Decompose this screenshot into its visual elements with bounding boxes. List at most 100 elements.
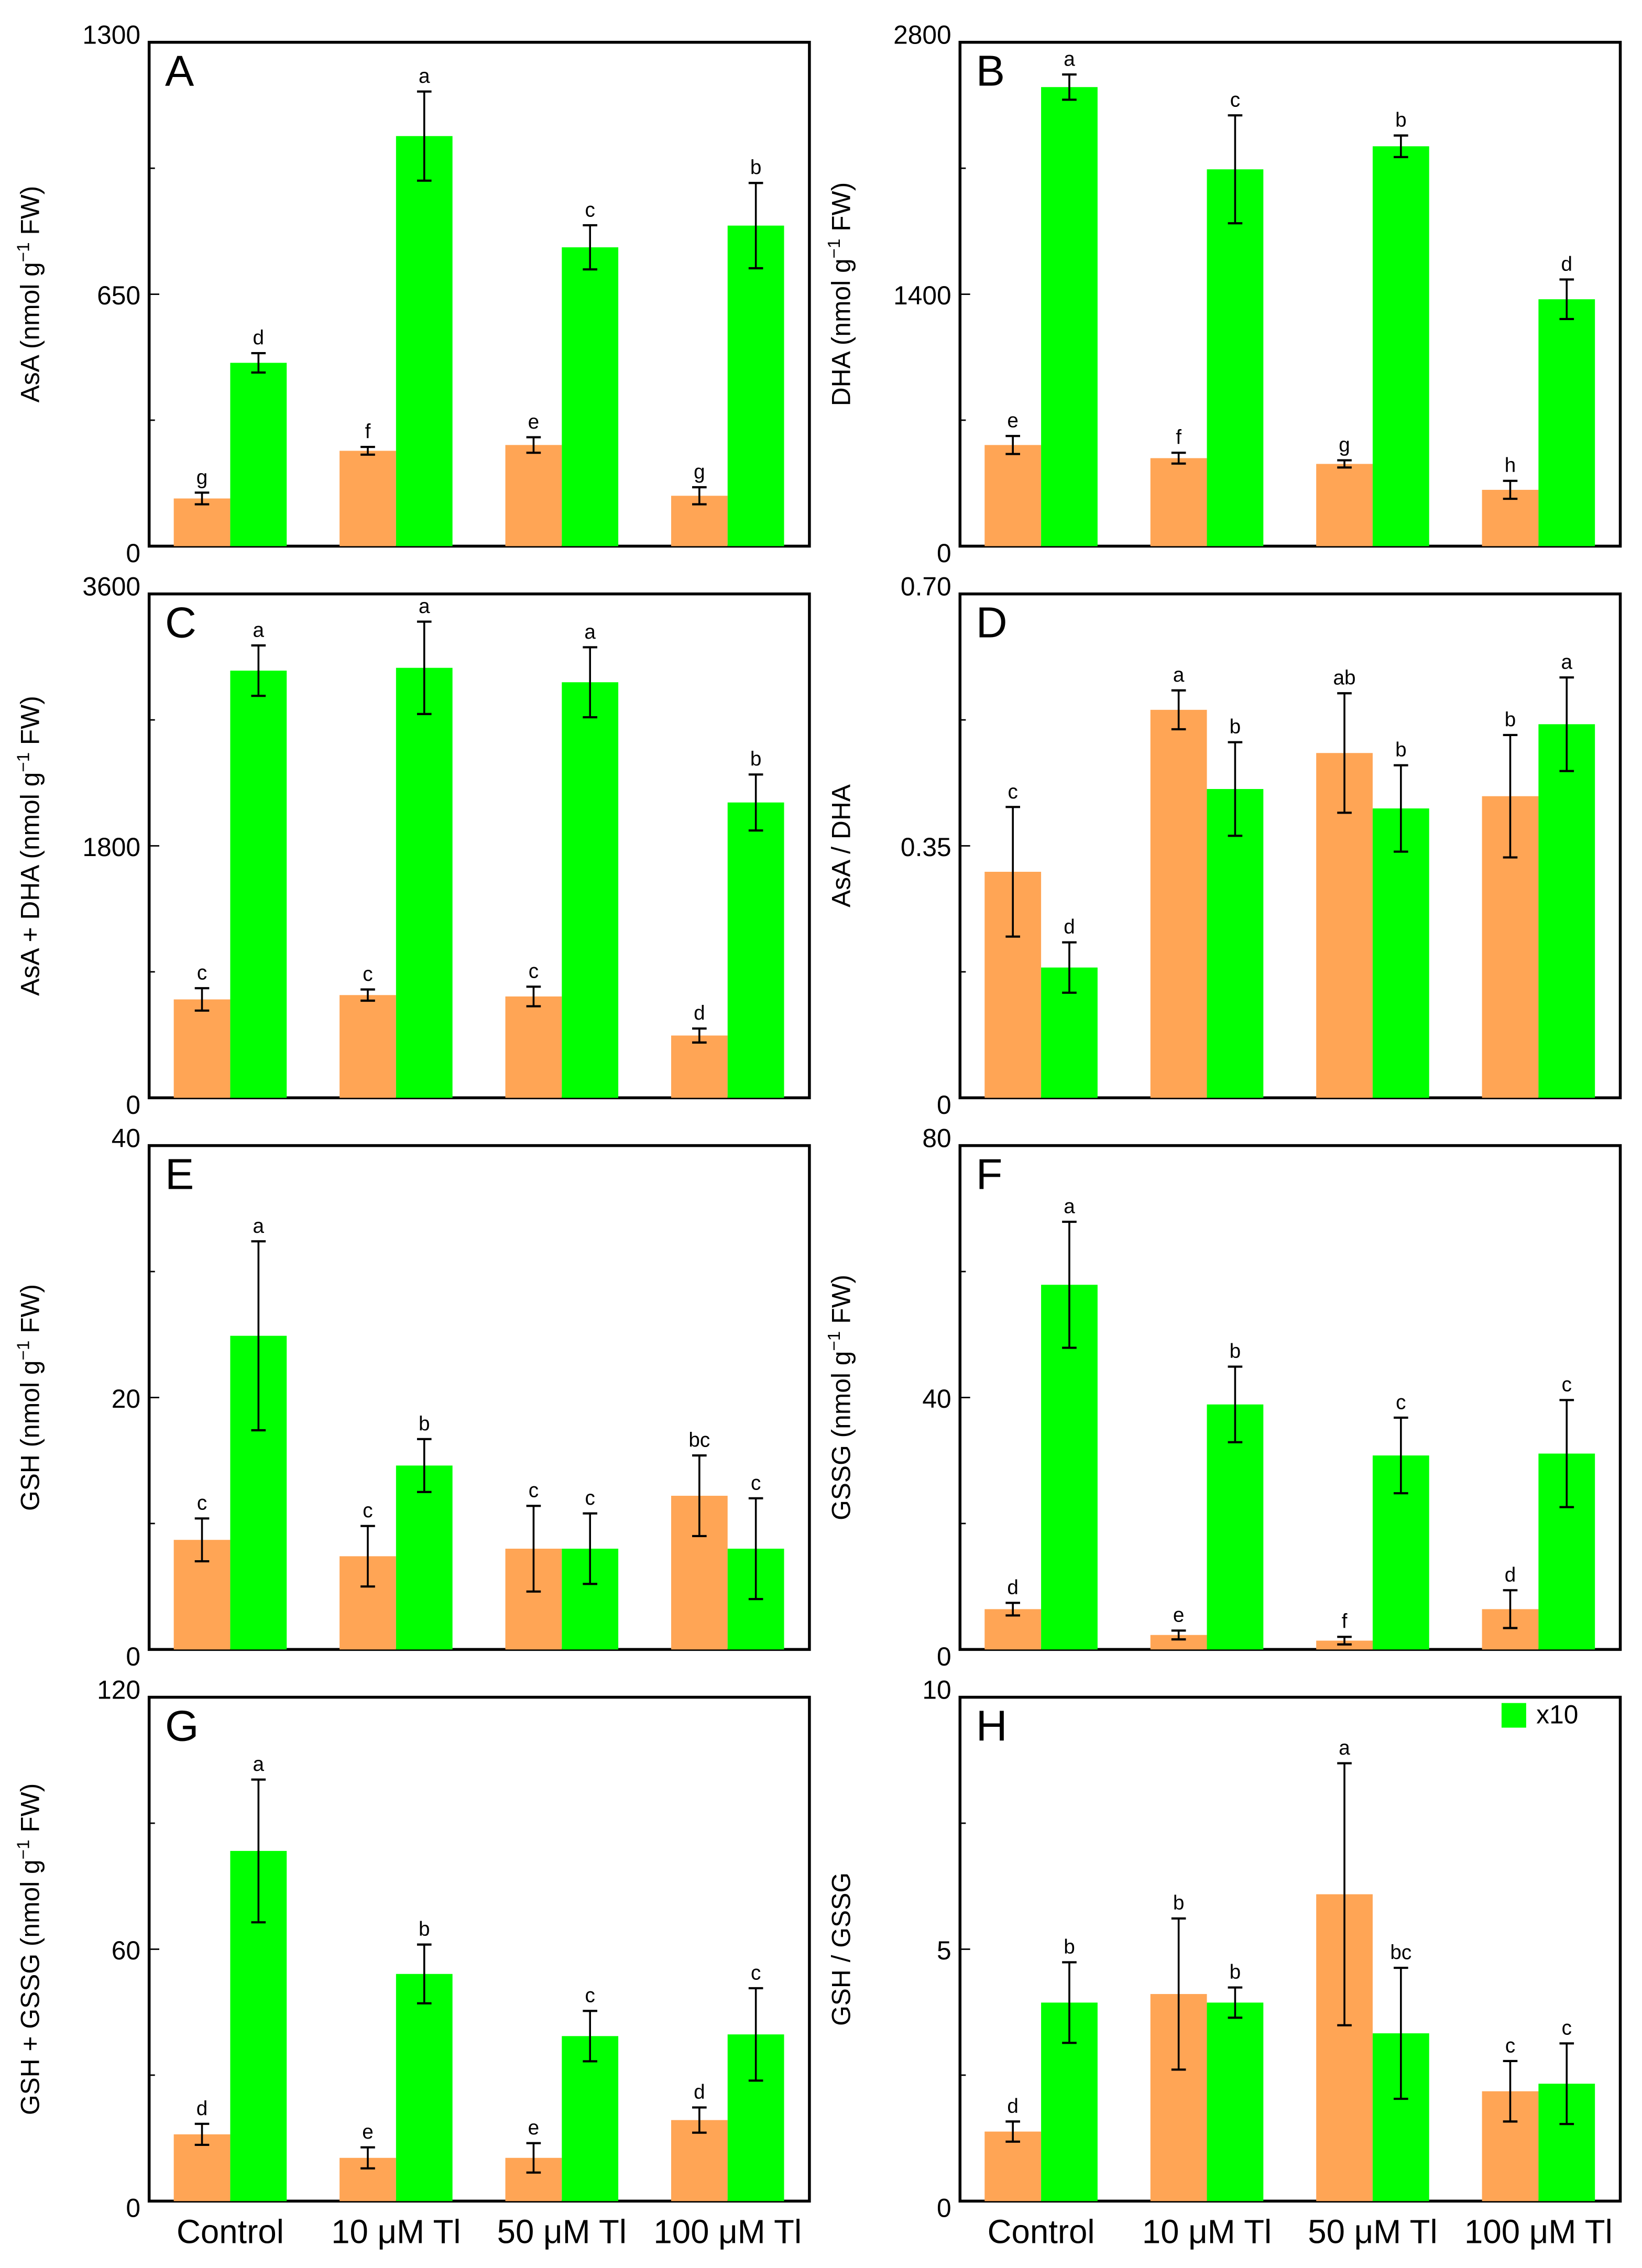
bar-green	[1207, 2002, 1264, 2201]
bar-green	[727, 225, 784, 546]
y-tick-label: 60	[112, 1936, 140, 1965]
significance-letter: b	[1395, 109, 1407, 132]
significance-letter: d	[1505, 1564, 1516, 1586]
bar-orange	[505, 445, 562, 546]
y-tick-label: 0	[937, 2194, 951, 2223]
bar-green	[1207, 788, 1264, 1098]
significance-letter: g	[196, 466, 208, 489]
significance-letter: g	[1339, 434, 1350, 456]
significance-letter: b	[1173, 1892, 1185, 1914]
significance-letter: c	[529, 960, 539, 983]
bar-green	[1207, 1404, 1264, 1650]
bar-orange	[984, 445, 1042, 546]
y-axis-label-text: FW)	[826, 182, 856, 239]
legend-swatch	[1501, 1703, 1526, 1728]
y-axis-label: AsA (nmol g−1 FW)	[14, 186, 45, 403]
significance-letter: c	[1562, 1374, 1572, 1396]
plot-frame	[147, 1144, 811, 1651]
significance-letter: b	[1064, 1936, 1075, 1958]
significance-letter: f	[1342, 1610, 1348, 1633]
significance-letter: d	[1561, 253, 1573, 276]
bar-orange	[340, 995, 396, 1098]
panel-letter: A	[165, 47, 194, 95]
y-axis-label-text: GSH (nmol g	[16, 1361, 45, 1511]
y-axis-label-text: GSH / GSSG	[826, 1872, 856, 2026]
x-tick-label: 10 μM Tl	[331, 2213, 461, 2250]
significance-letter: a	[1064, 1195, 1075, 1218]
significance-letter: a	[1173, 664, 1185, 686]
significance-letter: a	[1561, 651, 1573, 673]
bar-green	[1207, 169, 1264, 546]
y-axis-label: AsA / DHA	[826, 784, 856, 907]
significance-letter: d	[694, 2081, 705, 2103]
y-axis-label-text: AsA / DHA	[826, 784, 856, 907]
significance-letter: e	[1007, 410, 1019, 432]
x-tick-label: Control	[988, 2213, 1095, 2250]
bar-green	[1372, 146, 1429, 546]
significance-letter: d	[253, 326, 265, 349]
bar-green	[230, 363, 287, 546]
significance-letter: a	[253, 619, 265, 641]
significance-letter: e	[362, 2121, 374, 2143]
significance-letter: d	[1064, 916, 1075, 938]
panel-letter: C	[165, 598, 196, 647]
significance-letter: c	[585, 1487, 595, 1509]
significance-letter: b	[750, 157, 762, 179]
significance-letter: a	[419, 595, 430, 618]
y-tick-label: 0	[937, 1642, 951, 1671]
significance-letter: a	[1064, 48, 1075, 71]
significance-letter: d	[1007, 2095, 1019, 2118]
y-tick-label: 20	[112, 1384, 140, 1414]
significance-letter: c	[751, 1472, 761, 1494]
y-axis-label-text: AsA (nmol g	[16, 262, 45, 402]
significance-letter: c	[585, 199, 595, 221]
y-axis-label-text: FW)	[16, 1783, 45, 1840]
significance-letter: a	[1339, 1737, 1350, 1759]
panel-letter: H	[976, 1701, 1008, 1750]
bar-orange	[671, 1035, 728, 1098]
y-tick-label: 40	[112, 1123, 140, 1153]
y-axis-label-superscript: −1	[14, 1839, 33, 1859]
bar-orange	[1150, 709, 1207, 1098]
bar-green	[1538, 724, 1595, 1098]
significance-letter: h	[1505, 454, 1516, 477]
y-tick-label: 3600	[82, 572, 140, 601]
y-axis-label-superscript: −1	[825, 239, 844, 259]
y-axis-label: GSH / GSSG	[826, 1872, 856, 2026]
y-axis-label-superscript: −1	[14, 242, 33, 262]
y-tick-label: 120	[97, 1675, 140, 1704]
significance-letter: e	[528, 411, 540, 433]
y-tick-label: 0	[937, 1090, 951, 1120]
significance-letter: d	[196, 2097, 208, 2120]
significance-letter: b	[750, 748, 762, 771]
significance-letter: f	[1176, 426, 1181, 449]
y-tick-label: 1800	[82, 832, 140, 862]
y-tick-label: 10	[922, 1675, 951, 1704]
significance-letter: f	[365, 420, 371, 443]
significance-letter: c	[1562, 2017, 1572, 2040]
x-tick-label: 100 μM Tl	[653, 2213, 802, 2250]
significance-letter: c	[197, 1492, 207, 1515]
y-axis-label-text: FW)	[16, 1284, 45, 1341]
y-axis-label-text: FW)	[826, 1275, 856, 1331]
bar-green	[562, 682, 619, 1098]
significance-letter: c	[529, 1480, 539, 1502]
bar-green	[1041, 87, 1098, 546]
bar-green	[230, 671, 287, 1098]
significance-letter: b	[419, 1918, 430, 1941]
significance-letter: b	[1505, 708, 1516, 731]
y-axis-label-superscript: −1	[14, 1341, 33, 1361]
panel-a: 0 650 1300 AsA (nmol g−1 FW) Ag f e g d a c b	[14, 20, 811, 568]
bar-green	[727, 802, 784, 1098]
significance-letter: b	[1230, 1961, 1241, 1984]
y-tick-label: 2800	[893, 20, 951, 49]
significance-letter: c	[363, 1499, 373, 1522]
significance-letter: bc	[1390, 1941, 1411, 1964]
y-tick-label: 80	[922, 1123, 951, 1153]
y-axis-label-text: GSH + GSSG (nmol g	[16, 1859, 45, 2115]
significance-letter: c	[1396, 1391, 1406, 1414]
bar-green	[396, 1465, 453, 1650]
